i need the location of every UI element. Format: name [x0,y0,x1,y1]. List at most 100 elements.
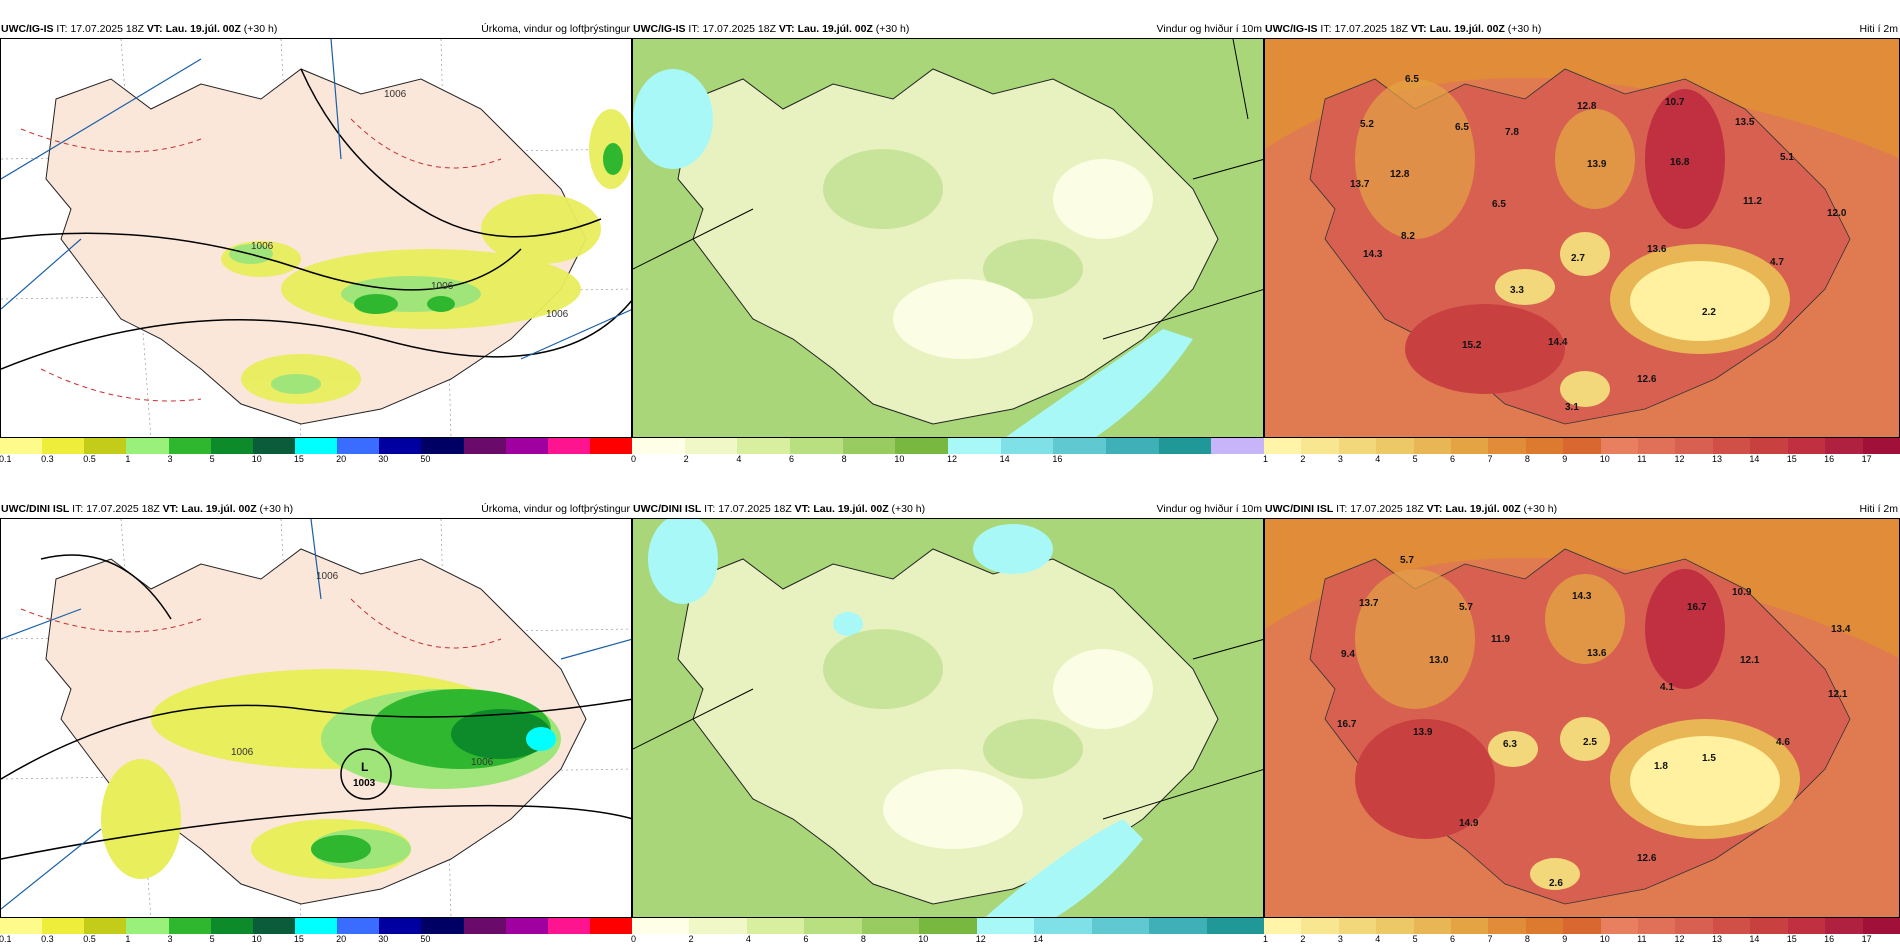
colorbar-tick: 0 [631,934,637,944]
colorbar-tick: 1 [125,454,131,464]
colorbar-swatch [1638,918,1676,934]
panel-temp-dini: UWC/DINI ISL IT: 17.07.2025 18Z VT: Lau.… [1263,500,1900,945]
colorbar-swatch [861,918,920,934]
colorbar-swatch [42,918,85,934]
colorbar-swatch [126,918,169,934]
colorbar-tick: 10 [918,934,929,944]
colorbar-tick: 14 [1749,454,1760,464]
precip-colorbar: 0.1 0.3 0.5 1 3 5 10 15 20 30 50 [0,438,633,464]
colorbar-swatch [1158,438,1212,454]
lead-time: (+30 h) [1523,503,1558,515]
colorbar-swatch [1264,918,1302,934]
temperature-label: 12.8 [1390,169,1410,180]
colorbar-swatch [1301,918,1339,934]
colorbar-swatch [421,438,464,454]
low-pressure-label: L [361,760,368,774]
temperature-label: 13.9 [1587,159,1607,170]
colorbar-swatch [684,438,738,454]
colorbar-swatch [1211,438,1265,454]
colorbar-tick: 7 [1487,934,1493,944]
valid-time: Lau. 19.júl. 00Z [1429,23,1505,35]
temperature-label: 4.6 [1776,737,1790,748]
colorbar-ticks: 0 2 4 6 8 10 12 14 [631,934,1264,946]
temperature-label: 13.6 [1647,244,1667,255]
colorbar-tick: 5 [209,934,215,944]
colorbar-ticks: 0.1 0.3 0.5 1 3 5 10 15 20 30 50 [0,454,632,466]
colorbar-tick: 3 [167,934,173,944]
colorbar-tick: 2 [688,934,694,944]
it-prefix: IT: [1320,23,1332,35]
colorbar-swatch [737,438,791,454]
colorbar-swatch [589,918,633,934]
model-name: UWC/DINI ISL [1,503,70,515]
colorbar-swatch [1451,438,1489,454]
colorbar-tick: 6 [803,934,809,944]
colorbar-tick: 4 [736,454,742,464]
colorbar-swatch [84,918,127,934]
colorbar-swatch [1563,438,1601,454]
colorbar-tick: 11 [1637,454,1647,464]
colorbar-tick: 14 [1749,934,1760,944]
lead-time: (+30 h) [243,23,278,35]
colorbar-swatch [1034,918,1092,934]
colorbar-tick: 8 [1524,454,1530,464]
panel-title: Úrkoma, vindur og loftþrýstingur [481,503,630,515]
temperature-label: 11.9 [1491,634,1510,645]
wind-map[interactable] [632,518,1264,918]
colorbar-swatch [379,438,422,454]
colorbar-ticks: 1 2 3 4 5 6 7 8 9 10 11 12 13 14 15 16 17 [1263,454,1900,466]
precip-map[interactable]: 1006 1006 1006 L 1003 [0,518,632,918]
wind-map[interactable] [632,38,1264,438]
temperature-label: 16.7 [1337,719,1357,730]
temperature-label: 13.9 [1413,727,1433,738]
colorbar-swatch [1451,918,1489,934]
vt-prefix: VT: [1410,23,1427,35]
model-name: UWC/IG-IS [1265,23,1318,35]
colorbar-swatch [1787,918,1826,934]
temp-colorbar: 1 2 3 4 5 6 7 8 9 10 11 12 13 14 15 16 17 [1263,918,1900,944]
colorbar-tick: 5 [209,454,215,464]
low-pressure-value: 1003 [353,778,376,789]
temperature-label: 7.8 [1505,127,1519,138]
colorbar-swatch [0,438,43,454]
colorbar-swatch [919,918,977,934]
colorbar-swatch [1862,438,1900,454]
colorbar-tick: 5 [1412,454,1418,464]
colorbar-tick: 12 [1674,454,1685,464]
isobar-label: 1006 [231,747,254,758]
panel-wind-igis: UWC/IG-IS IT: 17.07.2025 18Z VT: Lau. 19… [631,20,1265,465]
colorbar-tick: 17 [1861,934,1872,944]
temp-map[interactable]: 6.5 5.2 6.5 7.8 12.8 10.7 13.5 13.7 12.8 13.9 16.8… [1264,38,1900,438]
colorbar-tick: 14 [999,454,1010,464]
temperature-label: 3.3 [1510,285,1524,296]
colorbar-tick: 1 [1263,454,1269,464]
colorbar-tick: 7 [1487,454,1493,464]
temperature-label: 5.1 [1780,152,1794,163]
temperature-label: 8.2 [1401,231,1415,242]
temperature-label: 13.7 [1359,598,1379,609]
temp-map[interactable]: 5.7 13.7 5.7 14.3 10.9 16.7 13.4 9.4 13.0 11.9 13.… [1264,518,1900,918]
colorbar-tick: 4 [745,934,751,944]
panel-precip-dini: UWC/DINI ISL IT: 17.07.2025 18Z VT: Lau.… [0,500,633,945]
colorbar-tick: 9 [1562,934,1568,944]
model-name: UWC/DINI ISL [1265,503,1334,515]
colorbar-tick: 6 [1450,934,1456,944]
colorbar-ticks: 1 2 3 4 5 6 7 8 9 10 11 12 13 14 15 16 17 [1263,934,1900,946]
panel-wind-dini: UWC/DINI ISL IT: 17.07.2025 18Z VT: Lau.… [631,500,1264,946]
temperature-label: 12.0 [1827,208,1847,219]
valid-time: Lau. 19.júl. 00Z [1445,503,1521,515]
temperature-label: 13.7 [1350,179,1370,190]
temperature-label: 12.1 [1740,655,1760,666]
panel-header: UWC/IG-IS IT: 17.07.2025 18Z VT: Lau. 19… [0,20,632,38]
colorbar-tick: 8 [1524,934,1530,944]
colorbar-tick: 12 [975,934,986,944]
colorbar-swatch [126,438,169,454]
colorbar-swatch [168,918,211,934]
colorbar-swatch [1301,438,1339,454]
precip-map[interactable]: 1006 1006 1006 1006 [0,38,632,438]
colorbar-tick: 14 [1033,934,1044,944]
colorbar-swatch [1338,438,1377,454]
colorbar-swatch [1712,438,1751,454]
colorbar-tick: 16 [1052,454,1063,464]
colorbar-swatch [252,438,295,454]
